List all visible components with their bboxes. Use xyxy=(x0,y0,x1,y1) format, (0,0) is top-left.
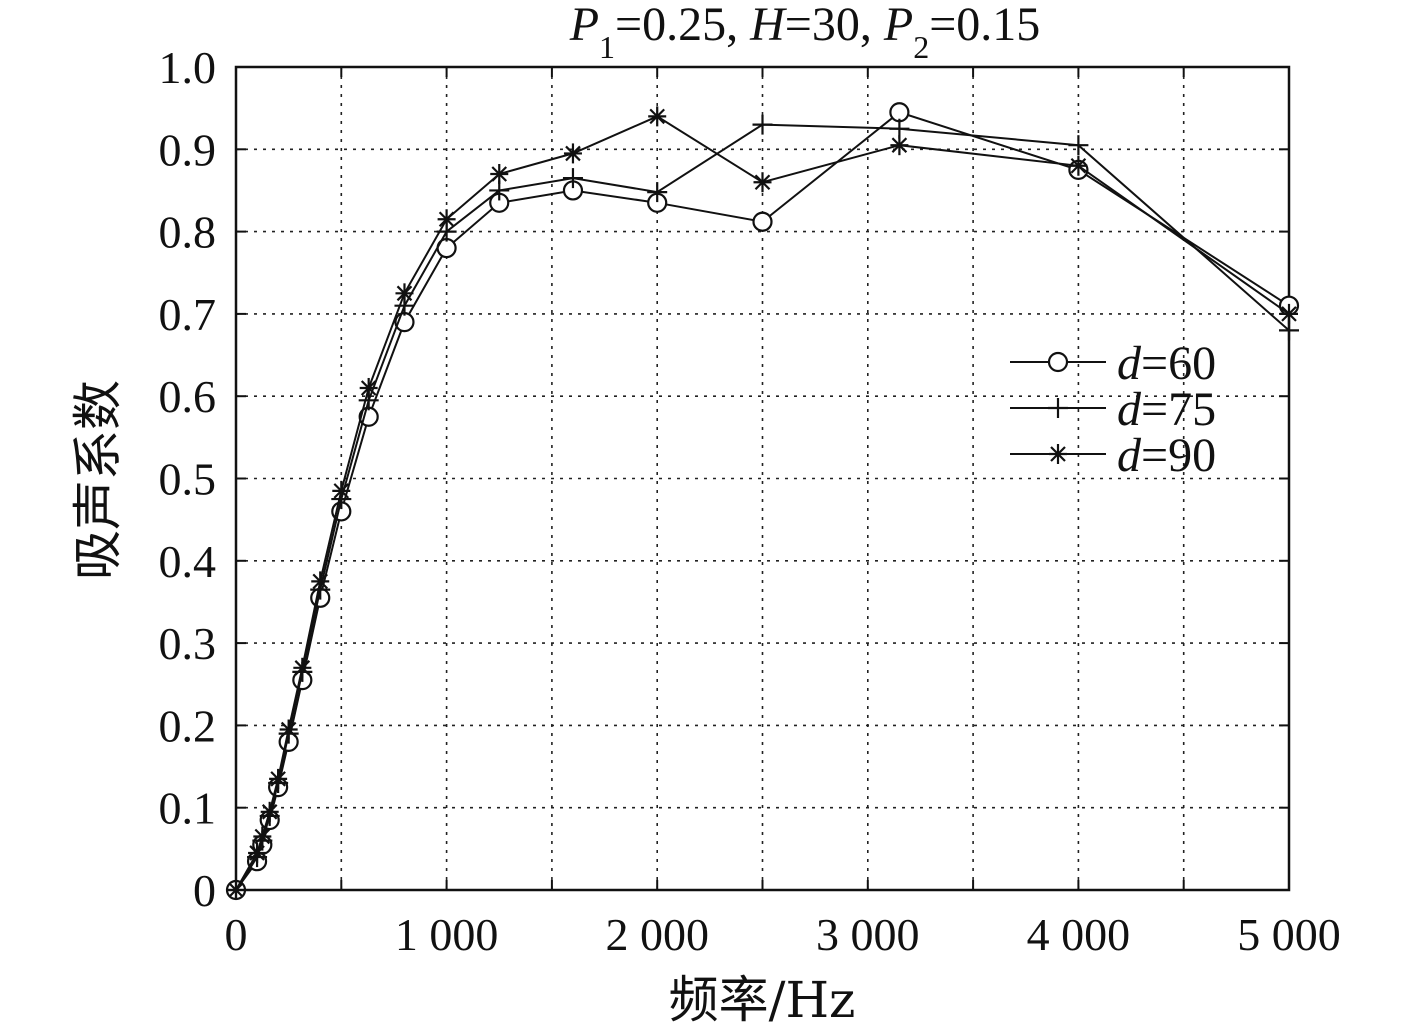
data-point-star xyxy=(359,377,378,398)
y-tick-label: 0 xyxy=(193,865,216,916)
data-point-star xyxy=(260,801,279,822)
y-tick-label: 0.5 xyxy=(159,454,217,505)
data-point-star xyxy=(269,768,288,789)
y-tick-label: 0.6 xyxy=(159,371,217,422)
y-tick-label: 0.8 xyxy=(159,207,217,258)
chart-title: P1=0.25, H=30, P2=0.15 xyxy=(569,0,1041,65)
x-tick-label: 3 000 xyxy=(816,909,920,960)
series-d=75 xyxy=(226,114,1299,900)
series-layer xyxy=(225,102,1300,901)
data-point-star xyxy=(311,571,330,592)
data-point-plus xyxy=(562,168,583,189)
data-point-star xyxy=(890,135,909,156)
x-axis-label: 频率/Hz xyxy=(669,971,856,1029)
legend-label: d=90 xyxy=(1117,429,1216,482)
data-point-plus xyxy=(1068,135,1089,156)
y-tick-label: 1.0 xyxy=(159,42,217,93)
data-point-star xyxy=(279,719,298,740)
y-tick-label: 0.3 xyxy=(159,618,217,669)
x-tick-label: 4 000 xyxy=(1027,909,1131,960)
x-tick-label: 2 000 xyxy=(605,909,709,960)
data-point-star xyxy=(490,163,509,184)
data-point-circle xyxy=(752,211,773,232)
x-tick-label: 0 xyxy=(225,909,248,960)
data-point-star xyxy=(227,880,245,900)
data-point-star xyxy=(395,283,414,304)
legend-label: d=75 xyxy=(1117,383,1216,436)
data-point-plus xyxy=(1048,398,1068,418)
y-tick-label: 0.4 xyxy=(159,536,217,587)
x-tick-label: 5 000 xyxy=(1237,909,1341,960)
data-point-circle xyxy=(889,102,910,123)
data-point-star xyxy=(563,143,582,164)
data-point-plus xyxy=(752,114,773,135)
data-point-star xyxy=(437,209,456,230)
series-d=90 xyxy=(227,106,1298,900)
y-axis: 0 0.1 0.2 0.3 0.4 0.5 0.6 0.7 0.8 0.9 1.0 xyxy=(159,42,1289,916)
legend: d=60d=75d=90 xyxy=(1010,337,1216,482)
y-tick-label: 0.7 xyxy=(159,289,217,340)
legend-item: d=60 xyxy=(1010,337,1216,390)
data-point-star xyxy=(753,172,772,193)
data-point-star xyxy=(332,480,351,501)
series-line xyxy=(235,115,1290,891)
data-point-star xyxy=(1069,155,1088,176)
data-point-star xyxy=(248,842,267,863)
x-tick-label: 1 000 xyxy=(395,909,499,960)
data-point-star xyxy=(1049,444,1067,464)
data-point-star xyxy=(648,106,667,127)
y-tick-label: 0.2 xyxy=(159,700,217,751)
legend-item: d=90 xyxy=(1010,429,1216,482)
data-point-plus xyxy=(647,182,668,203)
data-point-star xyxy=(293,657,312,678)
y-tick-label: 0.9 xyxy=(159,124,217,175)
y-axis-label: 吸声系数 xyxy=(69,380,127,580)
data-point-star xyxy=(1280,303,1298,324)
data-point-star xyxy=(253,826,272,847)
legend-label: d=60 xyxy=(1117,337,1216,390)
data-point-circle xyxy=(1047,351,1069,373)
y-tick-label: 0.1 xyxy=(159,783,217,834)
legend-item: d=75 xyxy=(1010,383,1216,436)
x-axis: 0 1 000 2 000 3 000 4 000 5 000 xyxy=(225,67,1341,960)
